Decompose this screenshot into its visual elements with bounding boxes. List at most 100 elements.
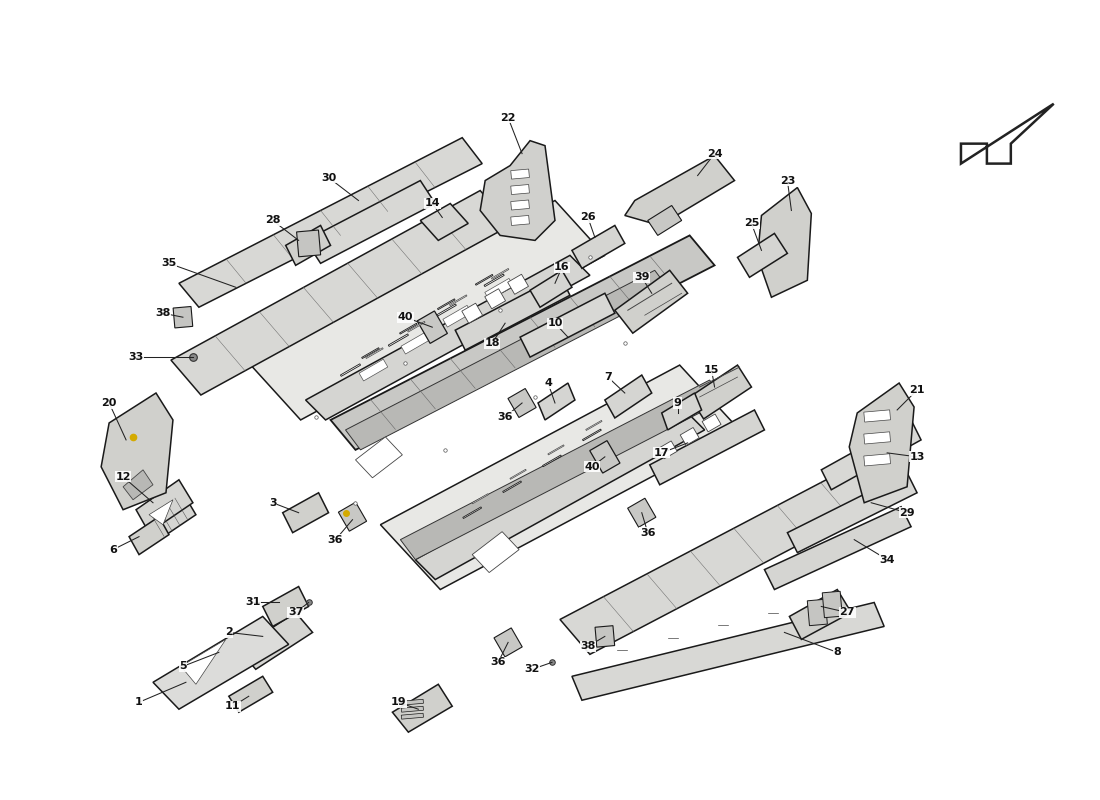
- Polygon shape: [494, 628, 522, 657]
- Polygon shape: [790, 590, 851, 639]
- Polygon shape: [180, 639, 226, 684]
- Polygon shape: [530, 270, 572, 307]
- Polygon shape: [510, 169, 529, 179]
- Polygon shape: [590, 441, 620, 473]
- Text: 26: 26: [580, 213, 596, 222]
- Polygon shape: [340, 364, 361, 376]
- Text: 15: 15: [704, 365, 719, 375]
- Polygon shape: [572, 226, 625, 268]
- Text: 1: 1: [135, 698, 143, 707]
- Text: 28: 28: [265, 215, 280, 226]
- Polygon shape: [650, 410, 764, 485]
- Polygon shape: [788, 473, 917, 553]
- Text: 36: 36: [497, 412, 513, 422]
- Text: 37: 37: [288, 607, 304, 618]
- Text: 35: 35: [162, 258, 177, 268]
- Polygon shape: [628, 498, 656, 527]
- Polygon shape: [503, 481, 521, 493]
- Polygon shape: [416, 410, 705, 579]
- Text: 40: 40: [397, 312, 414, 322]
- Polygon shape: [229, 676, 273, 712]
- Text: 17: 17: [654, 448, 670, 458]
- Text: 32: 32: [525, 664, 540, 674]
- Polygon shape: [572, 602, 884, 700]
- Text: 14: 14: [425, 198, 440, 209]
- Polygon shape: [455, 275, 570, 350]
- Polygon shape: [402, 714, 424, 719]
- Polygon shape: [438, 299, 455, 310]
- Polygon shape: [170, 190, 510, 395]
- Text: 5: 5: [179, 662, 187, 671]
- Polygon shape: [807, 599, 827, 626]
- Polygon shape: [764, 506, 911, 590]
- Text: 22: 22: [500, 113, 516, 122]
- Polygon shape: [359, 359, 388, 381]
- Text: 29: 29: [900, 508, 915, 518]
- Polygon shape: [283, 493, 329, 533]
- Polygon shape: [849, 383, 914, 502]
- Polygon shape: [101, 393, 173, 510]
- Polygon shape: [508, 274, 528, 294]
- Polygon shape: [355, 437, 403, 478]
- Polygon shape: [615, 270, 688, 333]
- Text: 12: 12: [116, 472, 131, 482]
- Text: 7: 7: [604, 372, 612, 382]
- Polygon shape: [822, 420, 921, 490]
- Polygon shape: [297, 230, 320, 257]
- Polygon shape: [331, 235, 715, 450]
- Polygon shape: [153, 617, 288, 710]
- Polygon shape: [143, 493, 196, 542]
- Polygon shape: [510, 470, 526, 479]
- Polygon shape: [393, 684, 452, 732]
- Polygon shape: [408, 322, 425, 332]
- Polygon shape: [492, 269, 509, 279]
- Polygon shape: [658, 441, 678, 458]
- Text: 30: 30: [321, 173, 337, 182]
- Text: 10: 10: [548, 318, 563, 328]
- Polygon shape: [737, 234, 788, 278]
- Polygon shape: [402, 699, 424, 705]
- Text: 6: 6: [109, 545, 117, 554]
- Polygon shape: [864, 432, 891, 444]
- Polygon shape: [189, 619, 278, 684]
- Polygon shape: [648, 206, 682, 235]
- Polygon shape: [520, 294, 615, 357]
- Polygon shape: [961, 104, 1054, 163]
- Text: 34: 34: [879, 554, 895, 565]
- Polygon shape: [481, 141, 556, 241]
- Polygon shape: [823, 591, 843, 618]
- Polygon shape: [548, 445, 564, 455]
- Text: 11: 11: [226, 702, 241, 711]
- Polygon shape: [538, 383, 575, 420]
- Polygon shape: [381, 365, 739, 590]
- Polygon shape: [173, 306, 192, 328]
- Text: 3: 3: [268, 498, 276, 508]
- Text: 27: 27: [839, 607, 855, 618]
- Text: 21: 21: [910, 385, 925, 395]
- Polygon shape: [306, 255, 590, 420]
- Polygon shape: [388, 334, 408, 346]
- Polygon shape: [472, 532, 519, 573]
- Polygon shape: [472, 494, 488, 504]
- Polygon shape: [399, 323, 417, 334]
- Text: 31: 31: [245, 598, 261, 607]
- Text: 16: 16: [554, 262, 570, 272]
- Text: 36: 36: [640, 528, 656, 538]
- Text: 36: 36: [328, 534, 343, 545]
- Polygon shape: [450, 295, 468, 306]
- Polygon shape: [402, 332, 430, 354]
- Polygon shape: [662, 393, 702, 430]
- Polygon shape: [400, 380, 725, 559]
- Polygon shape: [680, 427, 700, 446]
- Polygon shape: [510, 185, 529, 194]
- Text: 20: 20: [101, 398, 117, 408]
- Text: 25: 25: [744, 218, 759, 229]
- Polygon shape: [690, 365, 751, 419]
- Text: 24: 24: [707, 149, 723, 158]
- Polygon shape: [443, 306, 472, 327]
- Text: 4: 4: [544, 378, 552, 388]
- Text: 38: 38: [580, 642, 595, 651]
- Polygon shape: [583, 429, 602, 441]
- Text: 38: 38: [155, 308, 170, 318]
- Polygon shape: [402, 706, 424, 712]
